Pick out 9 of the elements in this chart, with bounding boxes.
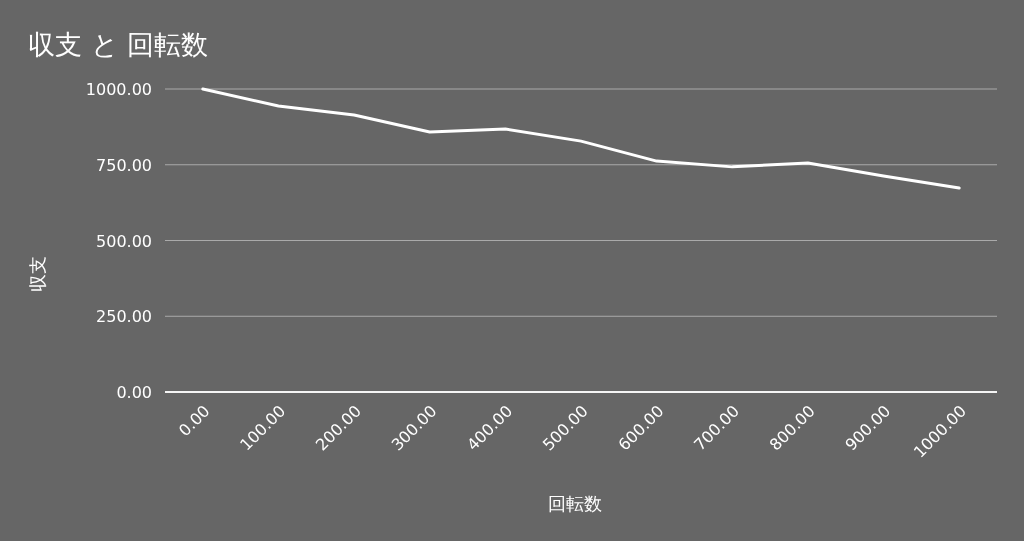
- chart-title: 収支 と 回転数: [28, 29, 209, 60]
- y-tick-label: 1000.00: [85, 80, 152, 99]
- y-tick-label: 0.00: [116, 383, 152, 402]
- x-axis-title: 回転数: [548, 493, 602, 514]
- y-axis-title: 収支: [27, 255, 48, 292]
- y-tick-label: 250.00: [96, 307, 152, 327]
- y-tick-label: 500.00: [96, 231, 152, 251]
- line-series: [201, 87, 961, 190]
- y-tick-label: 750.00: [96, 155, 152, 175]
